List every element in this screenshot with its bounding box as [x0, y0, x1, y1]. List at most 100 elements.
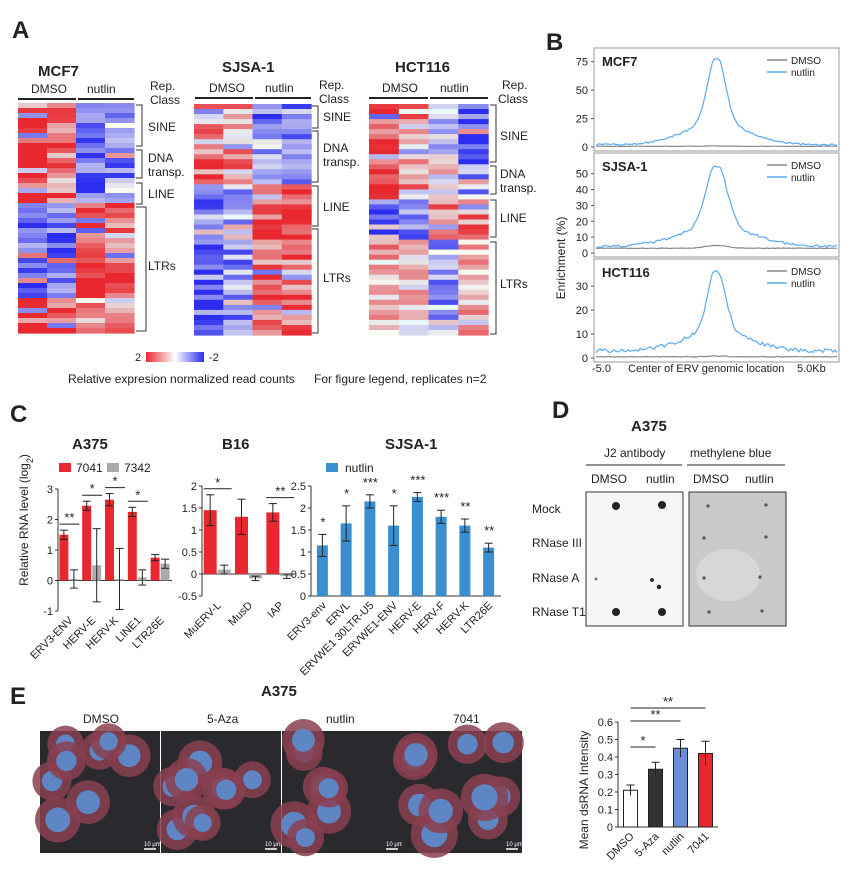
heatmap-cell [223, 325, 254, 331]
y-tick-label: 0.3 [598, 770, 613, 782]
heatmap-cell [105, 268, 135, 274]
heatmap-cell [369, 159, 400, 165]
heatmap-cell [458, 214, 489, 221]
bar [340, 523, 352, 596]
heatmap-cell [369, 204, 400, 210]
heatmap-cell [369, 124, 400, 130]
heatmap-cell [281, 229, 312, 236]
heatmap-cell [47, 248, 77, 254]
panele-title: A375 [261, 683, 297, 700]
heatmap-cell [47, 313, 77, 319]
heatmap-cell [105, 303, 135, 309]
heatmap-cell [223, 149, 254, 155]
heatmap-cell [458, 254, 489, 261]
heatmap-cell [281, 194, 312, 200]
heatmap-cell [18, 108, 48, 114]
sig-label: ** [484, 523, 494, 538]
heatmap-cell [252, 129, 283, 135]
heatmap-cell [105, 148, 135, 154]
heatmap-cell [458, 224, 489, 231]
heatmap-cell [194, 124, 224, 130]
heatmap-cell [18, 298, 48, 304]
ylabel-sub: 2 [25, 458, 35, 463]
cell-nucleus [99, 732, 118, 751]
heatmap-cell [47, 208, 77, 214]
heatmap-cell [252, 304, 283, 311]
class-dna2-hct116: transp. [500, 181, 537, 195]
heatmap-cell [223, 144, 254, 150]
heatmap-cell [18, 273, 48, 279]
heatmap-cell [194, 174, 224, 180]
bar [105, 499, 114, 581]
heatmap-cell [76, 108, 106, 114]
y-tick-label: 2.5 [291, 481, 306, 493]
heatmap-cell [18, 208, 48, 214]
heatmap-cell [398, 284, 430, 291]
image-label-7041: 7041 [453, 712, 480, 726]
heatmap-cell [18, 113, 48, 119]
heatmap-cell [194, 289, 224, 296]
heatmap-cell [369, 264, 400, 271]
profile-frame [593, 152, 840, 258]
heatmap-cell [428, 244, 459, 251]
panel-letter-d: D [552, 397, 569, 424]
heatmap-cell [47, 323, 77, 329]
heatmap-cell [281, 209, 312, 216]
heatmap-cell [194, 299, 224, 306]
heatmap-cell [369, 169, 400, 175]
heatmap-cell [369, 274, 400, 281]
heatmap-cell [428, 139, 459, 145]
legend-nutlin: nutlin [791, 173, 815, 184]
mb-dot-1 [706, 504, 710, 508]
sig-label: ** [275, 484, 285, 499]
heatmap-cell [458, 234, 489, 241]
heatmap-title-hct116: HCT116 [395, 59, 450, 76]
scale-bar-label: 10 μm [144, 842, 161, 848]
heatmap-cell [281, 104, 312, 110]
heatmap-cell [18, 118, 48, 124]
profile-title: HCT116 [602, 265, 650, 280]
heatmap-cell [194, 269, 224, 276]
nutlin-curve [595, 165, 838, 249]
heatmap-cell [47, 113, 77, 119]
heatmap-cell [428, 224, 459, 231]
heatmap-cell [18, 163, 48, 169]
heatmap-cell [47, 228, 77, 234]
heatmap-cell [47, 283, 77, 289]
heatmap-cell [105, 163, 135, 169]
heatmap-cell [223, 239, 254, 246]
heatmap-cell [281, 214, 312, 221]
y-tick-label: 2 [47, 515, 53, 527]
heatmap-cell [458, 144, 489, 150]
heatmap-cell [18, 238, 48, 244]
heatmap-cell [47, 133, 77, 139]
heatmap-cell [281, 184, 312, 190]
heatmap-cell [458, 325, 489, 331]
heatmap-cell [281, 314, 312, 321]
nutlin-curve [595, 269, 838, 354]
heatmap-cell [252, 264, 283, 271]
heatmap-cell [281, 219, 312, 226]
heatmap-cell [194, 294, 224, 301]
panel-letter-e: E [10, 683, 26, 710]
heatmap-cell [281, 325, 312, 331]
heatmap-cell [398, 279, 430, 286]
heatmap-cell [428, 219, 459, 226]
heatmap-cell [281, 319, 312, 326]
heatmap-cell [428, 179, 459, 185]
dsrna-ylabel: Mean dsRNA Intensity [577, 731, 591, 850]
heatmap-cell [428, 134, 459, 140]
mb-dot-4 [764, 535, 768, 539]
legend-nutlin: nutlin [345, 461, 374, 475]
heatmap-cell [194, 144, 224, 150]
heatmap-cell [281, 174, 312, 180]
heatmap-cell [105, 318, 135, 324]
x-tick-label: IAP [265, 600, 286, 621]
heatmap-cell [398, 119, 430, 125]
heatmap-cell [105, 323, 135, 329]
dot-rnasea-nutlin-a [650, 578, 654, 582]
row-mock: Mock [532, 502, 562, 516]
heatmap-cell [76, 328, 106, 334]
heatmap-cell [281, 109, 312, 115]
heatmap-cell [281, 189, 312, 195]
